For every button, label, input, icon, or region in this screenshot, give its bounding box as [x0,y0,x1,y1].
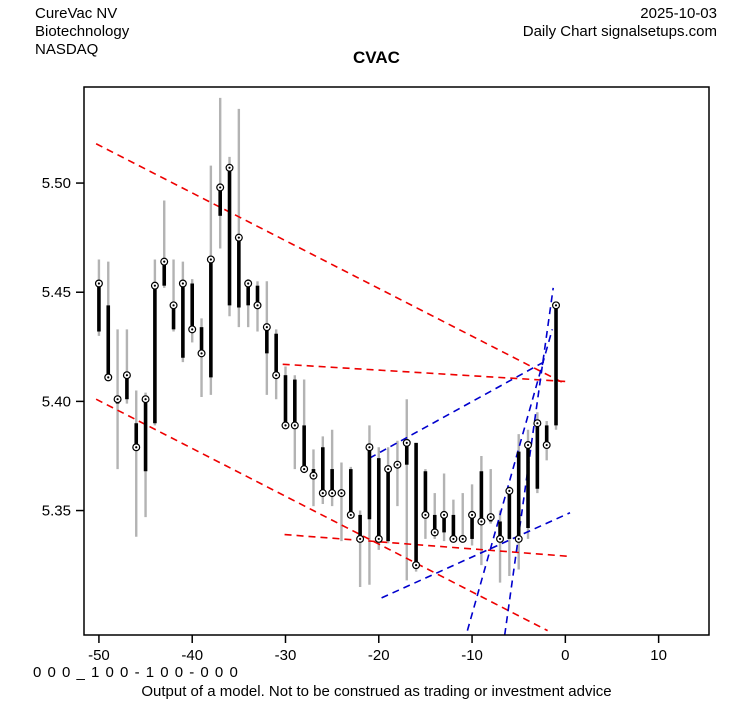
close-marker-dot [293,424,296,427]
x-axis-tick-label: -10 [461,647,483,664]
trendline-blue-rising-steepest [503,287,555,636]
close-marker-dot [200,352,203,355]
close-marker-dot [312,474,315,477]
close-marker-dot [349,513,352,517]
x-axis-tick-label: -50 [88,647,110,664]
x-axis-tick-label: -20 [368,647,390,664]
x-axis-tick-label: -30 [275,647,297,664]
signal-code: 0 0 0 _ 1 0 0 - 1 0 0 - 0 0 0 [33,664,239,681]
close-marker-dot [284,424,287,427]
close-marker-dot [489,516,492,519]
close-marker-dot [554,304,558,307]
close-marker-dot [275,374,278,377]
close-marker-dot [153,284,156,287]
close-marker-dot [470,513,474,517]
trendline-red-resistance-steep [95,143,566,385]
close-marker-dot [387,467,390,471]
sector-label: Biotechnology [35,23,130,40]
company-name: CureVac NV [35,5,118,22]
y-axis-tick-label: 5.50 [42,175,71,192]
close-marker-dot [405,441,408,444]
close-marker-dot [508,489,511,493]
close-marker-dot [359,537,362,541]
close-marker-dot [545,443,548,447]
close-marker-dot [219,186,222,189]
x-axis-tick-label: -40 [181,647,203,664]
close-marker-dot [97,282,101,285]
close-marker-dot [172,304,175,307]
close-marker-dot [135,446,138,449]
y-axis-tick-label: 5.35 [42,503,71,520]
close-marker-dot [181,282,184,285]
close-marker-dot [396,463,399,466]
close-marker-dot [163,260,166,263]
close-marker-dot [331,491,334,495]
chart-date: 2025-10-03 [640,5,717,22]
exchange-label: NASDAQ [35,41,99,58]
close-marker-dot [256,304,259,307]
close-marker-dot [377,537,380,541]
close-marker-dot [368,446,371,449]
close-marker-dot [321,491,324,495]
trendline-red-flat-upper [282,363,571,383]
close-marker-dot [461,537,464,541]
header-left-block: CureVac NV Biotechnology NASDAQ [35,5,129,59]
x-axis-tick-label: 0 [561,647,569,664]
close-marker-dot [247,282,250,285]
close-marker-dot [107,376,110,379]
trendline-blue-rising-low [381,512,571,599]
trendline-blue-rising-gentle [369,359,549,459]
chart-kind-source: Daily Chart signalsetups.com [522,23,717,40]
close-marker-dot [536,422,539,425]
close-marker-dot [228,166,231,169]
y-axis-tick-label: 5.40 [42,393,71,410]
disclaimer-text: Output of a model. Not to be construed a… [141,683,612,700]
close-marker-dot [340,491,343,495]
close-marker-dot [517,537,520,541]
close-marker-dot [424,513,427,517]
header-right-block: 2025-10-03 Daily Chart signalsetups.com [523,5,717,41]
trendline-blue-rising-steep [466,329,554,631]
close-marker-dot [237,236,240,239]
x-axis-tick-label: 10 [650,647,667,664]
close-marker-dot [433,531,436,534]
close-marker-dot [125,374,129,377]
close-marker-dot [480,520,483,523]
close-marker-dot [526,443,530,447]
close-marker-dot [116,398,119,401]
close-marker-dot [414,564,418,567]
close-marker-dot [209,258,212,261]
close-marker-dot [191,328,194,331]
plot-border [83,86,710,636]
close-marker-dot [303,467,306,471]
close-marker-dot [144,398,147,401]
close-marker-dot [265,326,268,329]
y-axis-tick-label: 5.45 [42,284,71,301]
close-marker-dot [452,537,455,541]
ticker-title: CVAC [353,48,400,67]
trendline-red-support-steep [95,398,548,632]
close-marker-dot [442,513,446,517]
close-marker-dot [498,537,502,541]
